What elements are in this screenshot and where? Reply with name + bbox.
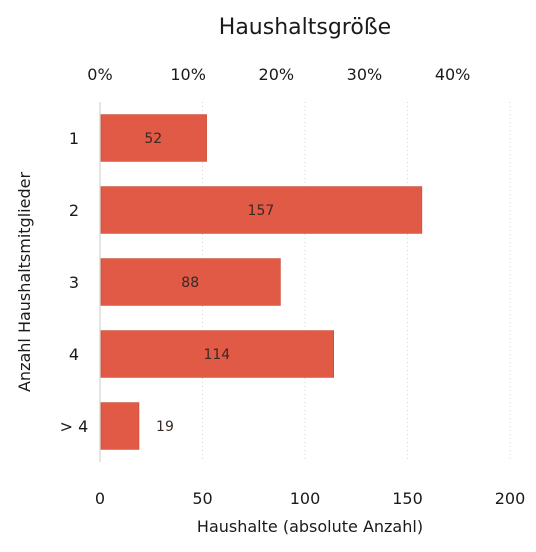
bars: 52 157 88 114 19 (100, 114, 423, 450)
category-label: 3 (69, 273, 79, 292)
top-tick-label: 40% (435, 65, 471, 84)
grid-lines (99, 102, 511, 462)
data-label: 114 (203, 347, 230, 363)
category-label: 4 (69, 345, 79, 364)
bar (100, 114, 207, 162)
bar (100, 186, 423, 234)
bottom-tick-label: 50 (192, 489, 212, 508)
bar (100, 402, 140, 450)
top-tick-label: 30% (347, 65, 383, 84)
data-label: 19 (156, 419, 174, 435)
category-label: > 4 (60, 417, 89, 436)
bottom-tick-label: 100 (290, 489, 321, 508)
category-label: 2 (69, 201, 79, 220)
data-label: 52 (144, 131, 162, 147)
top-tick-label: 10% (170, 65, 206, 84)
top-tick-label: 0% (87, 65, 112, 84)
y-axis-label: Anzahl Haushaltsmitglieder (15, 172, 34, 392)
bottom-tick-label: 200 (495, 489, 526, 508)
bottom-tick-label: 150 (392, 489, 423, 508)
chart-title: Haushaltsgröße (219, 15, 391, 40)
x-axis-label: Haushalte (absolute Anzahl) (197, 517, 423, 536)
top-percent-axis: 0% 10% 20% 30% 40% (87, 65, 470, 84)
category-axis: 1 2 3 4 > 4 (60, 129, 89, 436)
data-label: 157 (248, 203, 275, 219)
bar (100, 258, 281, 306)
bottom-tick-label: 0 (95, 489, 105, 508)
bottom-count-axis: 0 50 100 150 200 (95, 489, 525, 508)
bar (100, 330, 334, 378)
category-label: 1 (69, 129, 79, 148)
top-tick-label: 20% (259, 65, 295, 84)
data-label: 88 (181, 275, 199, 291)
